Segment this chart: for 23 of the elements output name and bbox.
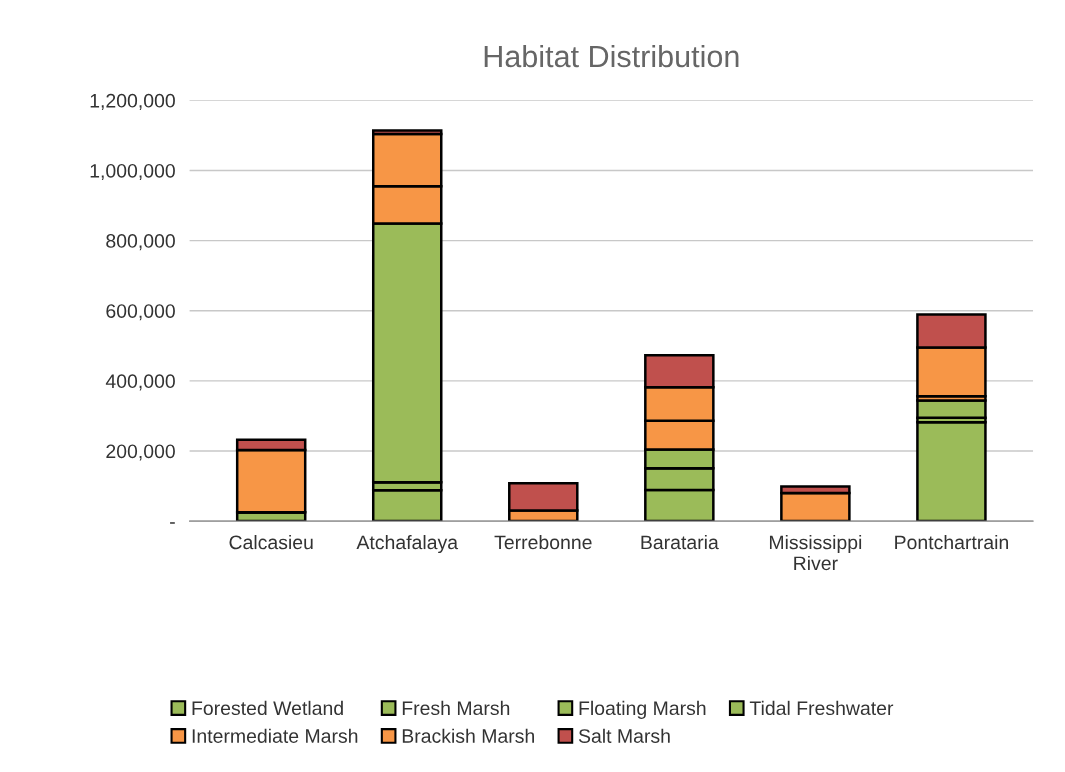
x-tick-label: Calcasieu [229,534,313,550]
bar [916,399,987,419]
legend-label: Forested Wetland [192,700,343,716]
legend-label: Intermediate Marsh [192,728,358,743]
y-tick-label: 800,000 [106,234,175,251]
x-tick-label: Barataria [641,534,719,550]
legend-label: Salt Marsh [578,728,670,743]
chart-title: Habitat Distribution [484,44,739,68]
x-tick-label: Mississippi River [769,534,862,571]
legend-label: Floating Marsh [579,700,706,719]
y-tick-label: - [170,522,175,524]
legend-label: Tidal Freshwater [749,700,894,716]
x-tick-label: Terrebonne [494,534,592,550]
y-tick-label: 600,000 [106,304,175,321]
x-tick-label: Atchafalaya [356,534,459,554]
bar [916,420,987,522]
y-tick-label: 400,000 [105,374,175,391]
y-tick-label: 200,000 [106,444,175,461]
legend-label: Fresh Marsh [402,700,510,716]
y-tick-label: 1,000,000 [90,163,175,181]
x-tick-label: Pontchartrain [895,534,1008,550]
legend-label: Brackish Marsh [402,728,534,743]
y-tick-label: 1,200,000 [90,93,175,110]
